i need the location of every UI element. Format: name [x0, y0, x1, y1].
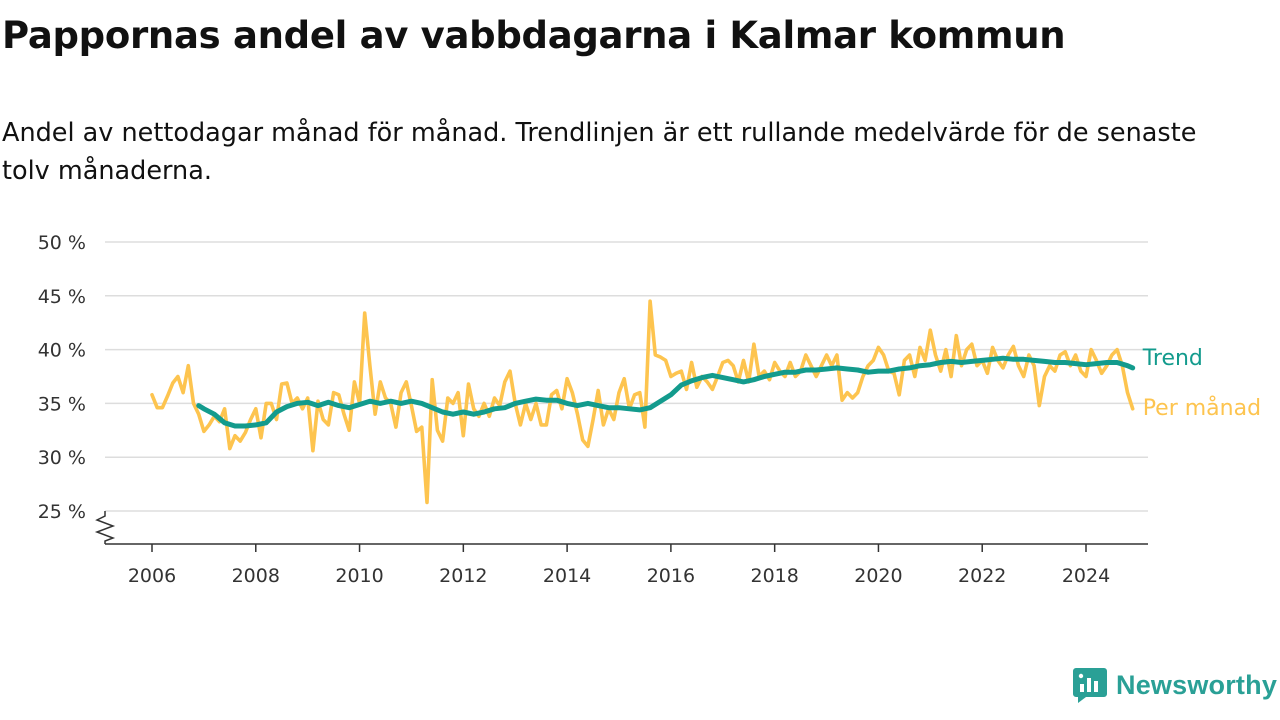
- trend-line: [196, 355, 1136, 429]
- x-axis: 2006 2008 2010 2012 2014 2016 2018 2020 2022 2024: [105, 543, 1148, 587]
- newsworthy-icon: [1073, 668, 1107, 703]
- trend-label: Trend: [1142, 346, 1203, 371]
- y-tick-label: 35 %: [38, 393, 86, 415]
- x-tick-label: 2022: [958, 565, 1006, 587]
- x-tick-label: 2012: [439, 565, 487, 587]
- x-tick-label: 2020: [854, 565, 902, 587]
- y-tick-label: 25 %: [38, 501, 86, 523]
- chart-title: Pappornas andel av vabbdagarna i Kalmar …: [2, 14, 1066, 57]
- axis-break-zigzag: [94, 511, 116, 544]
- gridlines: [105, 241, 1148, 512]
- series-labels: Per månad Trend: [1142, 346, 1261, 421]
- x-tick-label: 2024: [1062, 565, 1110, 587]
- x-tick-label: 2016: [647, 565, 695, 587]
- y-axis-labels: 25 % 30 % 35 % 40 % 45 % 50 %: [38, 232, 86, 523]
- x-tick-label: 2014: [543, 565, 591, 587]
- x-tick-label: 2010: [335, 565, 383, 587]
- y-tick-label: 50 %: [38, 232, 86, 254]
- y-tick-label: 45 %: [38, 286, 86, 308]
- brand-name: Newsworthy: [1116, 669, 1278, 700]
- monthly-label: Per månad: [1143, 395, 1261, 421]
- y-tick-label: 40 %: [38, 340, 86, 362]
- x-tick-label: 2018: [750, 565, 798, 587]
- y-tick-label: 30 %: [38, 447, 86, 469]
- chart-subtitle: Andel av nettodagar månad för månad. Tre…: [2, 118, 1197, 186]
- series-lines: [150, 299, 1136, 505]
- axis-break-icon: [94, 511, 116, 544]
- x-tick-label: 2008: [232, 565, 280, 587]
- x-tick-label: 2006: [128, 565, 176, 587]
- newsworthy-logo: Newsworthy: [1072, 666, 1277, 704]
